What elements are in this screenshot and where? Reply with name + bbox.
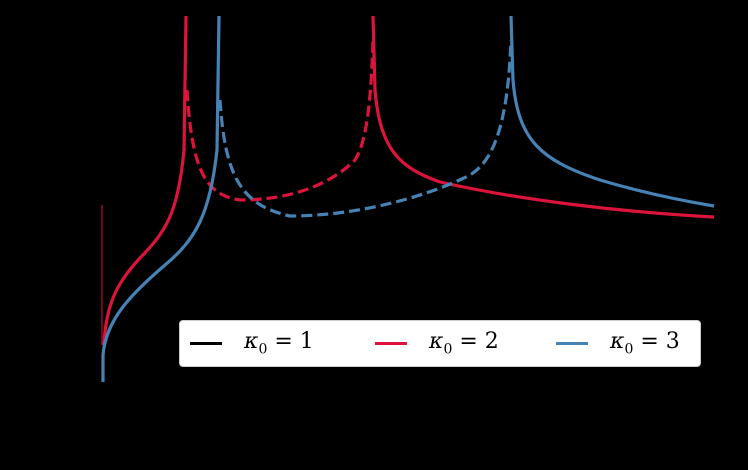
series-line-0 [102, 15, 715, 346]
series-line-3 [218, 39, 513, 218]
legend-swatch-blue [556, 342, 588, 345]
series-line-2 [101, 15, 715, 382]
legend-entry-kappa-1: κ0 = 1 [190, 321, 314, 366]
series-layer [101, 15, 715, 382]
legend: κ0 = 1 κ0 = 2 κ0 = 3 [179, 320, 701, 367]
legend-entry-kappa-3: κ0 = 3 [556, 321, 680, 366]
legend-swatch-red [375, 342, 407, 345]
legend-label: κ0 = 1 [244, 329, 314, 358]
legend-swatch-black [190, 342, 222, 345]
legend-label: κ0 = 3 [610, 329, 680, 358]
legend-entry-kappa-2: κ0 = 2 [375, 321, 499, 366]
legend-label: κ0 = 2 [429, 329, 499, 358]
series-line-1 [185, 39, 375, 202]
